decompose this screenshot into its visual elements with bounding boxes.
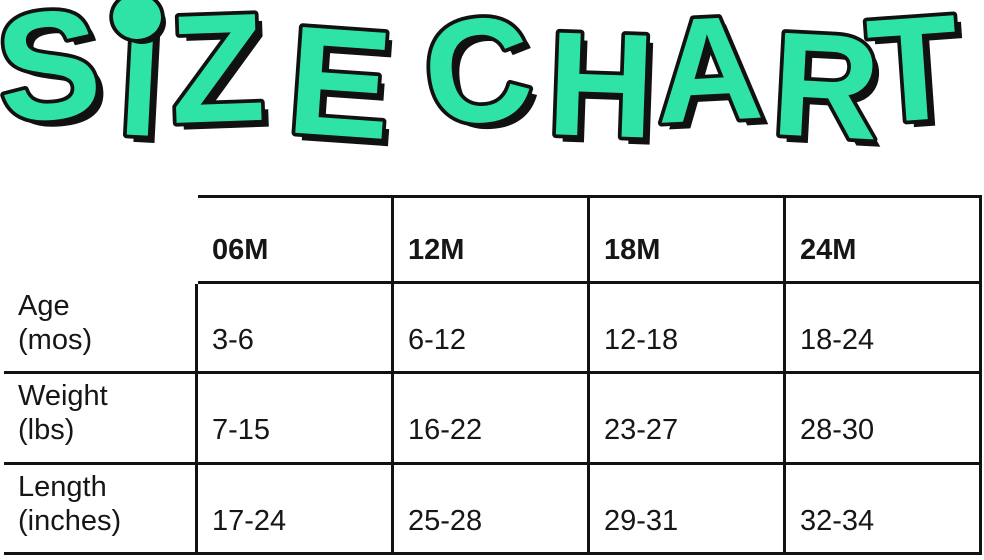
svg-text:S: S [0,0,107,156]
svg-text:A: A [651,0,766,155]
svg-text:T: T [863,0,965,155]
svg-text:Z: Z [167,0,267,156]
svg-text:E: E [283,0,397,162]
svg-text:C: C [416,0,540,159]
svg-text:H: H [545,1,658,162]
